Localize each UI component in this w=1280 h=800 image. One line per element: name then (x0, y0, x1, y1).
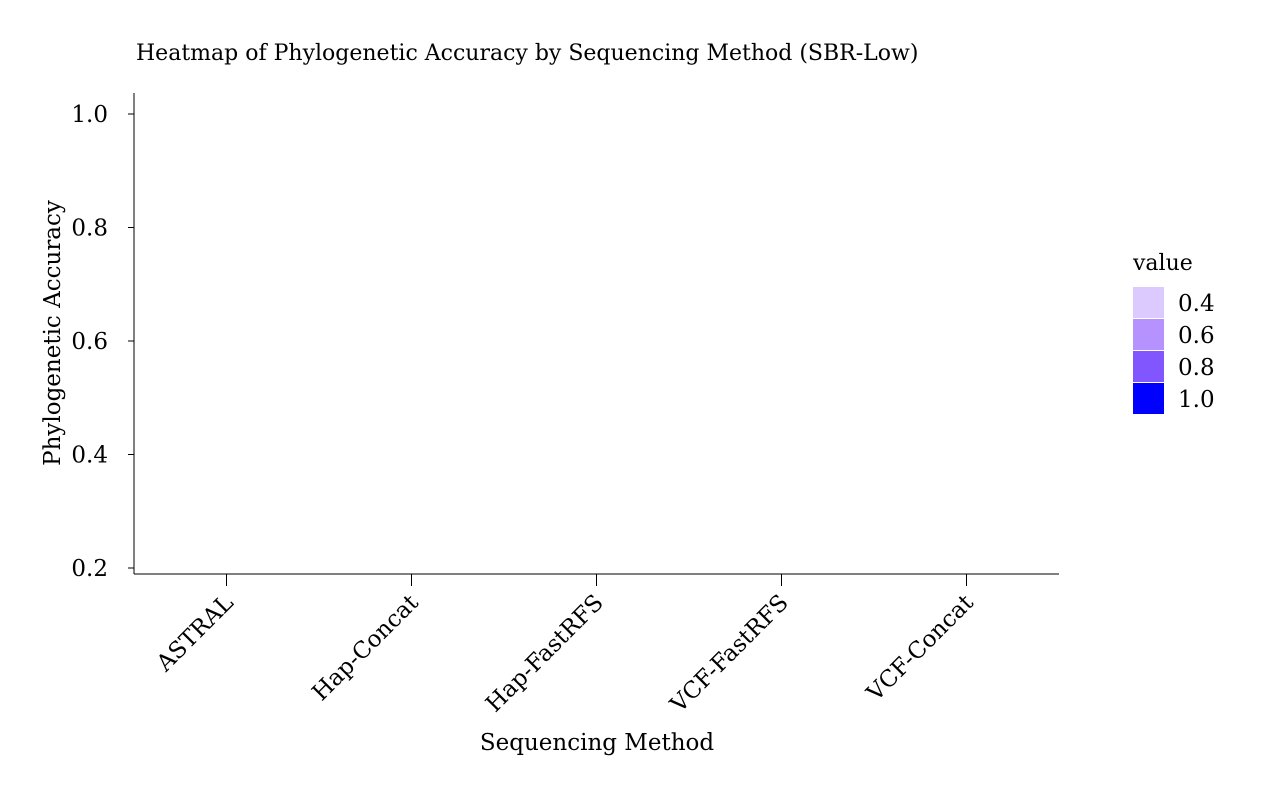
x-tick-label: VCF-Concat (861, 589, 979, 707)
legend: value 0.4 0.6 0.8 1.0 (1132, 251, 1215, 414)
legend-key (1133, 351, 1164, 382)
chart-title: Heatmap of Phylogenetic Accuracy by Sequ… (136, 41, 918, 66)
legend-label: 0.4 (1178, 291, 1215, 317)
plot-axes (133, 93, 1059, 575)
legend-key (1133, 383, 1164, 414)
y-axis-title: Phylogenetic Accuracy (40, 200, 66, 466)
y-axis-ticks: 0.2 0.4 0.6 0.8 1.0 (71, 102, 134, 582)
legend-title: value (1132, 251, 1193, 276)
x-tick-label: ASTRAL (151, 590, 239, 678)
y-tick-label: 0.4 (71, 443, 108, 469)
legend-label: 0.6 (1178, 323, 1215, 349)
legend-label: 0.8 (1178, 355, 1215, 381)
x-axis-title: Sequencing Method (480, 730, 714, 756)
legend-key (1133, 287, 1164, 318)
x-tick-label: Hap-FastRFS (481, 590, 609, 718)
y-tick-label: 0.2 (71, 556, 108, 582)
y-tick-label: 1.0 (71, 102, 108, 128)
x-tick-label: VCF-FastRFS (665, 590, 794, 719)
x-axis-ticks: ASTRAL Hap-Concat Hap-FastRFS VCF-FastRFS VC… (151, 574, 979, 719)
x-tick-label: Hap-Concat (308, 589, 425, 706)
legend-label: 1.0 (1178, 387, 1215, 413)
y-tick-label: 0.8 (71, 216, 108, 242)
legend-key (1133, 319, 1164, 350)
y-tick-label: 0.6 (71, 329, 108, 355)
